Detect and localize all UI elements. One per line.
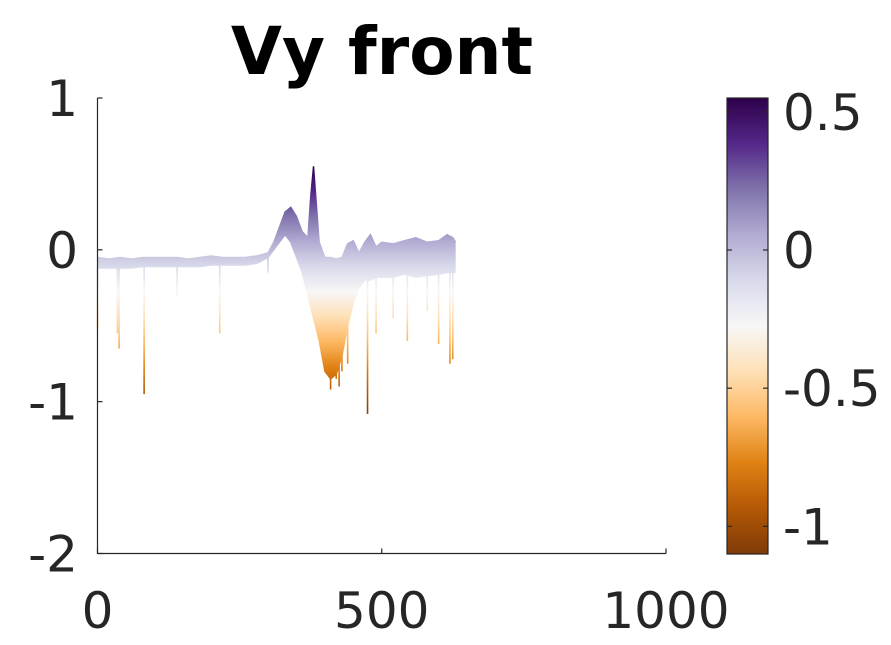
x-tick-label: 0 [82,582,114,640]
plot-area [96,166,457,414]
chart-title: Vy front [231,13,533,90]
vy-band [97,166,456,379]
y-tick-label: -2 [28,526,78,584]
axis-ticks: 0 500 1000 1 0 -1 -2 [28,70,729,640]
y-tick-label: -1 [28,374,78,432]
colorbar [726,97,769,555]
x-tick-label: 500 [334,582,429,640]
colorbar-tick-label: 0 [783,222,815,280]
colorbar-tick-label: 0.5 [783,84,863,142]
y-tick-label: 0 [46,222,78,280]
colorbar-tick-label: -0.5 [783,360,881,418]
vy-lower-envelope [97,233,456,380]
vy-upper-envelope [97,166,457,260]
x-tick-label: 1000 [602,582,729,640]
colorbar-tick-label: -1 [783,498,833,556]
colorbar-ticks: 0.5 0 -0.5 -1 [727,84,881,556]
y-tick-label: 1 [46,70,78,128]
